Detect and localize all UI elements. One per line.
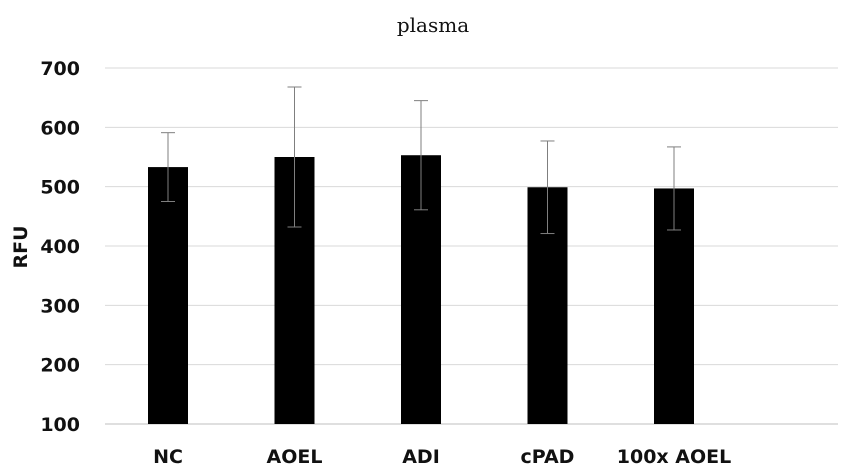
y-tick-label: 200 bbox=[40, 355, 80, 377]
y-tick-label: 700 bbox=[40, 58, 80, 80]
x-tick-label: ADI bbox=[402, 446, 440, 466]
y-tick-label: 400 bbox=[40, 236, 80, 258]
error-bars bbox=[161, 86, 681, 235]
y-axis-label: RFU bbox=[10, 225, 32, 268]
y-tick-label: 500 bbox=[40, 177, 80, 199]
x-tick-label: NC bbox=[153, 446, 183, 466]
chart-title: plasma bbox=[397, 13, 469, 37]
bar bbox=[148, 167, 188, 424]
y-tick-label: 100 bbox=[40, 414, 80, 436]
gridlines bbox=[105, 67, 838, 425]
y-axis-ticks: 100 200 300 400 500 600 700 bbox=[40, 58, 80, 436]
x-tick-label: cPAD bbox=[521, 446, 575, 466]
x-tick-label: 100x AOEL bbox=[617, 446, 731, 466]
y-tick-label: 300 bbox=[40, 295, 80, 317]
x-tick-label: AOEL bbox=[267, 446, 323, 466]
x-axis-ticks: NC AOEL ADI cPAD 100x AOEL bbox=[153, 446, 731, 466]
y-tick-label: 600 bbox=[40, 117, 80, 139]
